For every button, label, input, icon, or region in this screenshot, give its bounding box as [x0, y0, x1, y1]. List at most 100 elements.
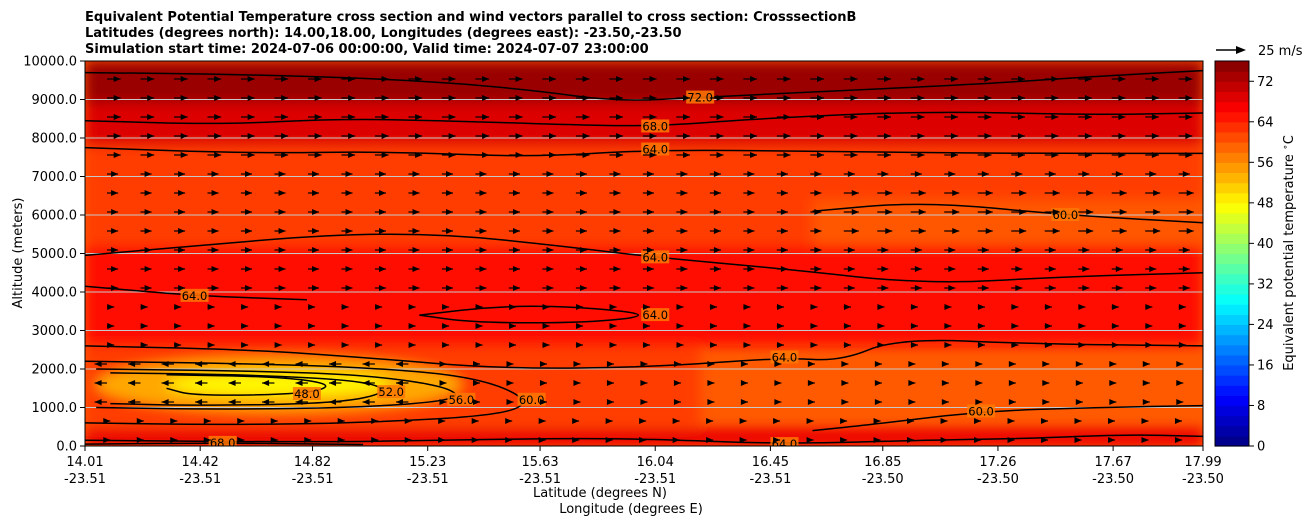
y-axis: 0.0 1000.0 2000.0 3000.0 4000.0 5000.0 6000.0 7…	[23, 55, 85, 455]
wind-vector-head	[605, 437, 613, 443]
wind-vector-head	[917, 152, 925, 158]
wind-vector-head	[345, 247, 353, 253]
wind-vector-head	[1051, 152, 1059, 158]
wind-vector-head	[1052, 209, 1060, 215]
contour-label-bg	[770, 350, 799, 364]
wind-vector-head	[107, 342, 115, 348]
wind-vector-head	[144, 247, 152, 253]
wind-vector-head	[247, 152, 255, 158]
wind-vector-head	[616, 133, 624, 139]
colorbar: 0 8 16 24 32 40 48 56 64 72 Equivalent potential …	[1214, 60, 1297, 455]
wind-vector-head	[806, 418, 814, 424]
wind-vector-head	[1185, 95, 1193, 101]
wind-vector-head	[412, 247, 420, 253]
wind-vector-head	[1115, 266, 1123, 272]
wind-vector-head	[314, 152, 322, 158]
colorbar-step	[1215, 111, 1249, 123]
wind-vector-head	[512, 285, 520, 291]
wind-vector-head	[144, 228, 152, 234]
wind-vector-head	[576, 304, 584, 310]
wind-vector-head	[178, 171, 186, 177]
wind-vector-head	[747, 228, 755, 234]
wind-vector-head	[136, 437, 144, 443]
wind-vector-head	[1145, 304, 1153, 310]
wind-vector-head	[1185, 133, 1193, 139]
wind-vector-head	[381, 133, 389, 139]
wind-vector-head	[847, 171, 855, 177]
wind-vector-head	[375, 323, 383, 329]
wind-vector-head	[314, 95, 322, 101]
wind-vector-head	[140, 323, 148, 329]
wind-vector-head	[713, 209, 721, 215]
wind-vector-head	[1019, 190, 1027, 196]
y-tick-label: 3000.0	[32, 324, 78, 339]
wind-vector-head	[948, 247, 956, 253]
wind-vector-head	[113, 133, 121, 139]
wind-vector-head	[174, 304, 182, 310]
wind-vector-head	[1048, 171, 1056, 177]
wind-vector-head	[439, 361, 447, 367]
x-tick-label-lat: 17.26	[979, 455, 1016, 470]
x-tick-label-lon: -23.50	[1092, 472, 1134, 487]
title-line-2: Latitudes (degrees north): 14.00,18.00, …	[85, 26, 682, 41]
wind-vector-head	[649, 114, 657, 120]
wind-vector-head	[245, 209, 253, 215]
wind-vector-head	[1109, 380, 1117, 386]
wind-vector-head	[448, 95, 456, 101]
wind-vector-head	[640, 380, 648, 386]
wind-vector-head	[780, 209, 788, 215]
wind-vector-head	[1151, 133, 1159, 139]
wind-vector-head	[609, 342, 617, 348]
wind-vector-head	[539, 380, 547, 386]
wind-vector-head	[783, 152, 791, 158]
contour-label: 56.0	[449, 393, 475, 407]
wind-vector-head	[1084, 95, 1092, 101]
wind-vector-head	[948, 171, 956, 177]
colorbar-step	[1215, 212, 1249, 224]
wind-vector-head	[180, 152, 188, 158]
x-tick-label-lat: 14.01	[66, 455, 103, 470]
wind-vector-head	[780, 285, 788, 291]
wind-vector-head	[1082, 247, 1090, 253]
colorbar-tick-label: 48	[1257, 196, 1274, 211]
wind-vector-head	[375, 342, 383, 348]
wind-vector-head	[573, 361, 581, 367]
wind-vector-head	[237, 418, 245, 424]
wind-vector-head	[680, 228, 688, 234]
wind-vector-head	[509, 342, 517, 348]
wind-vector-head	[850, 114, 858, 120]
wind-vector-head	[415, 114, 423, 120]
wind-vector-head	[505, 437, 513, 443]
wind-vector-head	[178, 190, 186, 196]
contour-label: 52.0	[378, 385, 404, 399]
wind-vector-head	[974, 437, 982, 443]
wind-vector-head	[404, 437, 412, 443]
wind-vector-head	[371, 437, 379, 443]
colorbar-step	[1215, 61, 1249, 72]
wind-vector-head	[810, 304, 818, 310]
wind-vector-head	[643, 304, 651, 310]
wind-vector-head	[874, 399, 882, 405]
wind-vector-head	[128, 361, 136, 367]
wind-vector-head	[680, 247, 688, 253]
wind-vector-head	[977, 342, 985, 348]
wind-vector-head	[941, 380, 949, 386]
wind-vector-head	[713, 190, 721, 196]
wind-vector-head	[573, 380, 581, 386]
wind-vector-head	[877, 323, 885, 329]
wind-vector-head	[509, 323, 517, 329]
wind-vector-head	[881, 171, 889, 177]
wind-vector-head	[683, 133, 691, 139]
wind-vector-head	[716, 95, 724, 101]
contour-line-5	[812, 203, 1203, 224]
wind-vector-head	[810, 342, 818, 348]
wind-vector-head	[977, 304, 985, 310]
title-line-3: Simulation start time: 2024-07-06 00:00:…	[85, 42, 649, 57]
wind-vector-head	[147, 76, 155, 82]
wind-vector-head	[1186, 190, 1194, 196]
colorbar-step	[1215, 172, 1249, 184]
wind-vector-head	[262, 399, 270, 405]
wind-vector-head	[975, 399, 983, 405]
wind-vector-head	[448, 152, 456, 158]
wind-vector-head	[471, 418, 479, 424]
